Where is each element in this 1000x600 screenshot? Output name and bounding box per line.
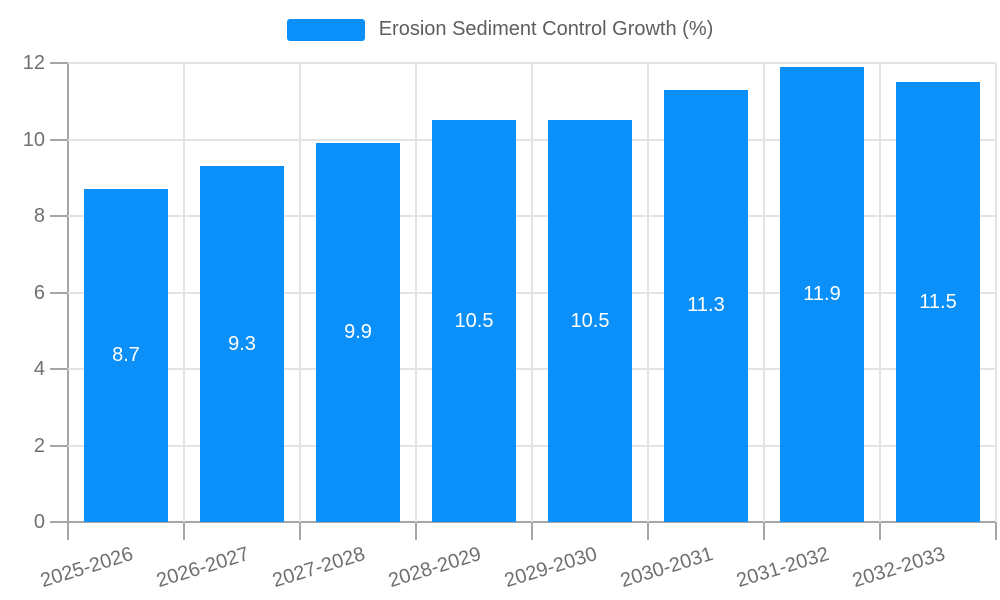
legend-label: Erosion Sediment Control Growth (%) [378,18,714,40]
bar-value-label: 10.5 [454,309,494,332]
bar-value-label: 10.5 [570,309,610,332]
x-axis-tick [67,522,69,540]
y-axis-tick-label: 4 [33,358,45,380]
y-axis-tick [50,521,68,523]
bar[interactable]: 9.3 [200,166,284,522]
x-axis-tick [531,522,533,540]
x-axis-tick [995,522,997,540]
y-axis-tick-label: 12 [22,52,45,74]
bar[interactable]: 10.5 [432,120,516,522]
x-axis-tick-label: 2026-2027 [154,543,253,593]
bar-value-label: 11.3 [687,294,725,317]
y-axis-tick [50,62,68,64]
gridline-vertical [763,63,765,522]
gridline-vertical [531,63,533,522]
y-axis-tick-label: 8 [33,205,45,227]
bar-value-label: 11.9 [803,282,841,305]
bar-value-label: 9.9 [344,321,372,344]
y-axis-tick [50,444,68,447]
bar[interactable]: 11.5 [896,82,980,522]
bar[interactable]: 11.3 [664,89,748,522]
bar-value-label: 9.3 [228,332,256,355]
y-axis-tick-label: 10 [22,128,45,151]
y-axis-tick [50,138,68,141]
bar[interactable]: 8.7 [84,189,168,522]
legend-item[interactable]: Erosion Sediment Control Growth (%) [286,18,714,41]
y-axis-tick-label: 6 [33,281,45,304]
x-axis-tick-label: 2030-2031 [618,543,717,593]
plot-area: 0 2 4 6 8 10 12 8.7 2025-2026 9.3 2026-2027 9.9 2027… [23,53,997,592]
x-axis-tick-label: 2027-2028 [270,543,369,593]
x-axis-tick [763,522,765,540]
y-axis-tick [50,368,68,370]
x-axis-tick [183,522,185,540]
bar-value-label: 8.7 [112,344,140,367]
bar-value-label: 11.5 [919,290,957,313]
x-axis-tick-label: 2032-2033 [850,543,949,593]
y-axis-tick [50,215,68,217]
gridline-vertical [879,63,881,522]
x-axis-tick [647,522,649,540]
legend: Erosion Sediment Control Growth (%) [0,18,1000,41]
x-axis-tick-label: 2025-2026 [38,543,137,593]
legend-swatch-icon [286,18,365,41]
x-axis-tick-label: 2031-2032 [734,543,833,593]
x-axis-tick [415,522,417,540]
gridline-vertical [415,63,417,522]
y-axis-tick [50,291,68,294]
y-axis-tick-label: 0 [33,511,45,533]
bar[interactable]: 11.9 [780,66,864,522]
bar[interactable]: 10.5 [548,120,632,522]
gridline-vertical [183,63,185,522]
gridline-vertical [647,63,649,522]
x-axis-tick [879,522,881,540]
bar[interactable]: 9.9 [316,143,400,522]
y-axis-tick-label: 2 [33,434,45,457]
x-axis-tick-label: 2029-2030 [502,543,601,593]
gridline-vertical [299,63,301,522]
gridline-vertical [995,63,997,522]
x-axis-tick-label: 2028-2029 [386,543,485,593]
x-axis-tick [299,522,301,540]
